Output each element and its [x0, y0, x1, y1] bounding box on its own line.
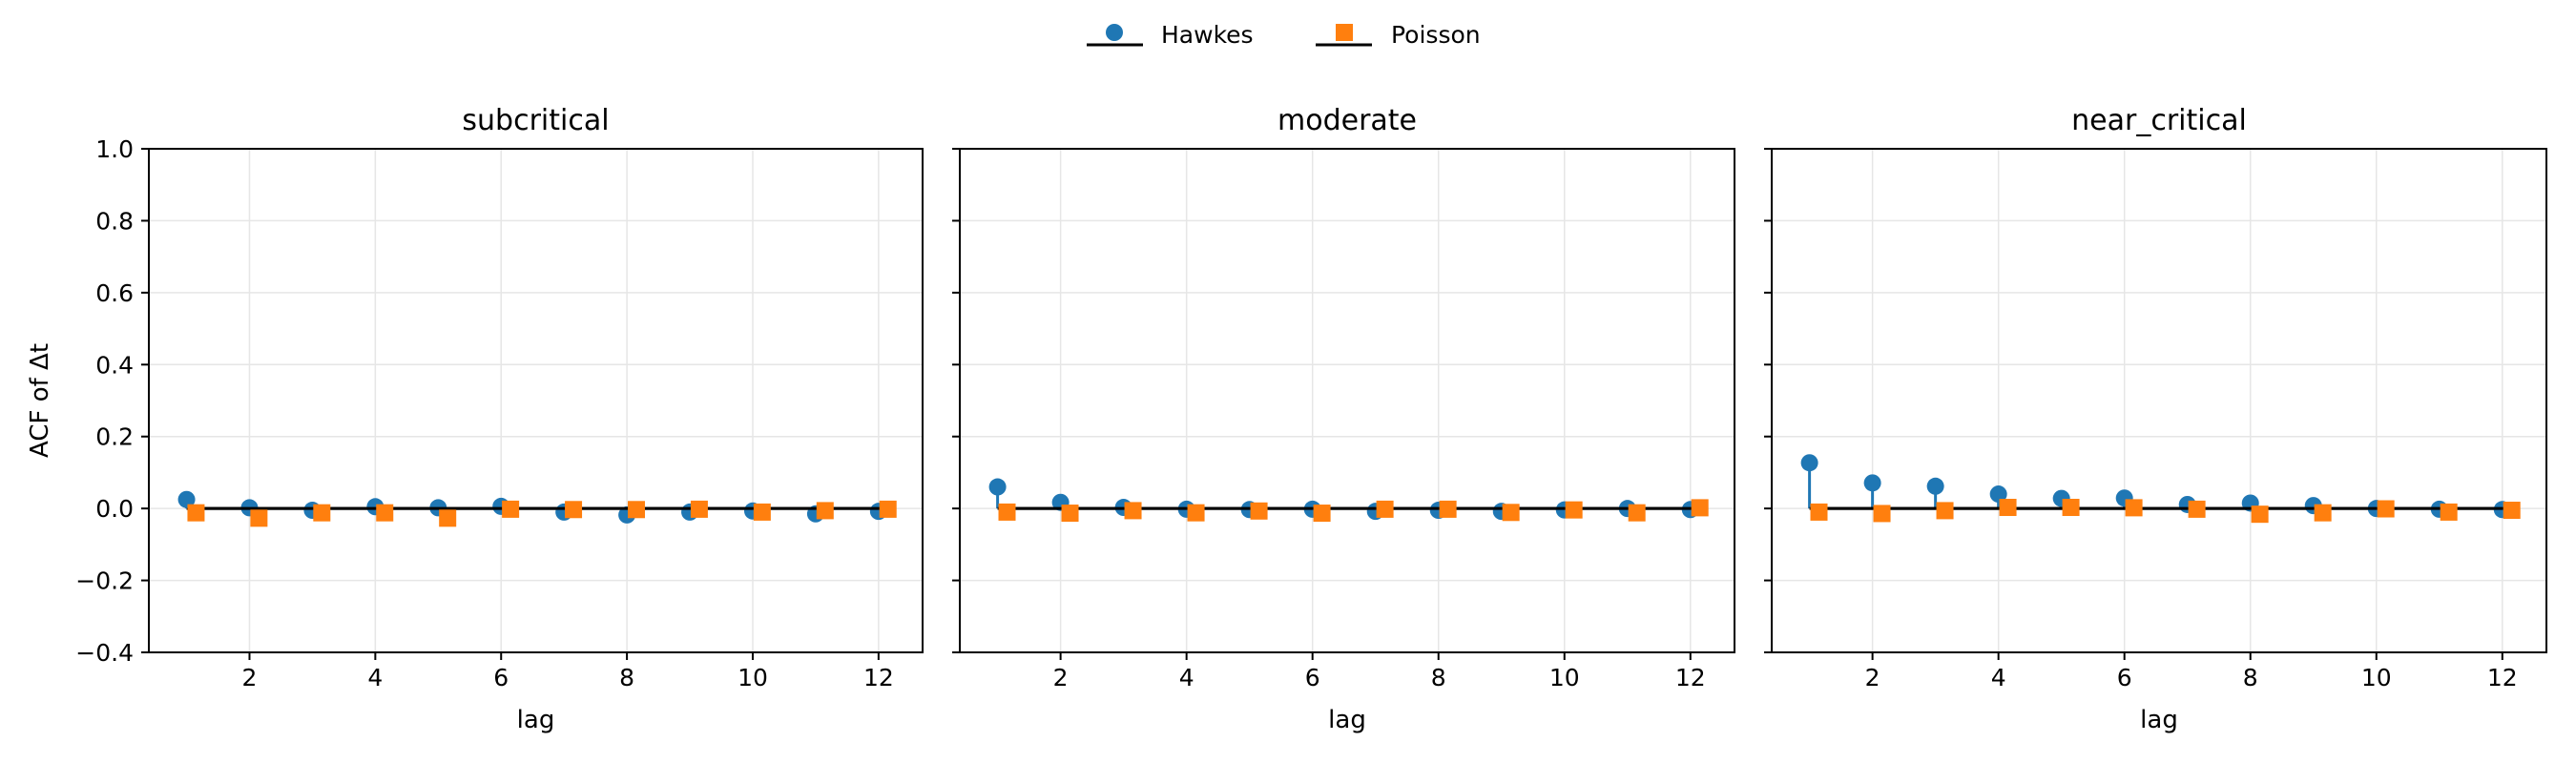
series-poisson	[998, 499, 1709, 523]
x-tick-label: 4	[1991, 664, 2006, 691]
marker-poisson-lag-4	[1187, 504, 1205, 522]
marker-poisson-lag-5	[1250, 502, 1268, 520]
marker-poisson-lag-8	[2251, 505, 2269, 524]
y-axis-label: ACF of Δt	[26, 343, 54, 458]
marker-poisson-lag-3	[1936, 502, 1954, 520]
marker-hawkes-lag-1	[1800, 454, 1818, 472]
x-tick-label: 12	[2487, 664, 2518, 691]
marker-poisson-lag-12	[1691, 499, 1709, 517]
marker-poisson-lag-2	[1873, 505, 1891, 523]
x-tick-label: 6	[1305, 664, 1320, 691]
legend-poisson-marker	[1336, 24, 1353, 41]
subplot-title: moderate	[1278, 104, 1417, 137]
y-tick-label: −0.2	[75, 567, 134, 595]
legend-hawkes-marker	[1106, 24, 1123, 41]
x-axis-label: lag	[2140, 706, 2178, 734]
marker-hawkes-lag-4	[1989, 485, 2007, 504]
marker-poisson-lag-7	[565, 501, 583, 519]
marker-hawkes-lag-2	[1863, 474, 1881, 492]
marker-poisson-lag-12	[2503, 502, 2521, 520]
marker-poisson-lag-9	[690, 500, 708, 518]
marker-poisson-lag-3	[1124, 502, 1142, 520]
marker-hawkes-lag-1	[988, 478, 1007, 496]
marker-poisson-lag-2	[1061, 505, 1079, 523]
marker-poisson-lag-8	[627, 501, 645, 519]
marker-poisson-lag-10	[1565, 501, 1583, 519]
marker-poisson-lag-6	[1313, 505, 1331, 523]
y-tick-label: −0.4	[75, 639, 134, 667]
x-tick-label: 12	[1675, 664, 1706, 691]
subplot-subcritical: 2 4 6 8 10 12 −0.4 −0.2 0.0 0.2 0.4 0.6 0.8 1.0 subcri…	[26, 104, 924, 734]
subplots: 2 4 6 8 10 12 −0.4 −0.2 0.0 0.2 0.4 0.6 0.8 1.0 subcri…	[26, 104, 2547, 734]
subplot-title: subcritical	[462, 104, 609, 137]
series-poisson	[1810, 499, 2521, 524]
marker-poisson-lag-8	[1439, 500, 1457, 518]
y-tick-label: 0.8	[95, 207, 134, 235]
marker-poisson-lag-9	[2314, 504, 2332, 522]
x-tick-label: 4	[367, 664, 383, 691]
x-tick-label: 8	[2243, 664, 2258, 691]
x-tick-label: 6	[2117, 664, 2132, 691]
x-tick-label: 4	[1179, 664, 1195, 691]
plot-frame	[1771, 148, 2547, 653]
subplot-moderate: 2 4 6 8 10 12 moderate lag	[952, 104, 1735, 734]
x-axis-label: lag	[517, 706, 555, 734]
series-poisson	[187, 500, 897, 527]
marker-poisson-lag-11	[1628, 504, 1646, 522]
x-tick-label: 10	[1549, 664, 1580, 691]
marker-poisson-lag-10	[2377, 500, 2395, 518]
x-tick-label: 2	[1865, 664, 1880, 691]
subplot-title: near_critical	[2071, 104, 2247, 137]
plot-frame	[959, 148, 1735, 653]
legend-entry-hawkes: Hawkes	[1087, 21, 1254, 49]
marker-poisson-lag-12	[879, 500, 897, 518]
marker-poisson-lag-4	[1999, 499, 2017, 517]
plot-frame	[148, 148, 924, 653]
y-tick-label: 1.0	[95, 135, 134, 163]
x-tick-label: 6	[493, 664, 509, 691]
x-tick-label: 8	[619, 664, 634, 691]
x-tick-label: 10	[737, 664, 768, 691]
marker-poisson-lag-6	[2125, 499, 2143, 517]
marker-poisson-lag-4	[376, 504, 394, 522]
marker-poisson-lag-7	[2188, 500, 2206, 518]
marker-poisson-lag-5	[439, 509, 457, 527]
y-tick-label: 0.0	[95, 495, 134, 523]
legend: Hawkes Poisson	[1087, 21, 1481, 49]
marker-poisson-lag-1	[187, 504, 205, 522]
marker-poisson-lag-11	[816, 502, 834, 520]
marker-poisson-lag-9	[1502, 504, 1520, 522]
legend-poisson-label: Poisson	[1391, 21, 1481, 49]
marker-hawkes-lag-3	[1926, 477, 1944, 495]
marker-poisson-lag-2	[250, 509, 268, 527]
x-tick-label: 10	[2361, 664, 2392, 691]
legend-hawkes-label: Hawkes	[1161, 21, 1254, 49]
marker-poisson-lag-11	[2440, 503, 2458, 521]
marker-poisson-lag-1	[1810, 503, 1828, 521]
marker-poisson-lag-10	[753, 503, 771, 521]
x-axis-label: lag	[1328, 706, 1366, 734]
series-hawkes	[988, 478, 1699, 521]
x-tick-label: 12	[863, 664, 894, 691]
marker-poisson-lag-7	[1376, 500, 1394, 518]
y-tick-label: 0.4	[95, 351, 134, 379]
marker-poisson-lag-1	[998, 503, 1016, 521]
marker-hawkes-lag-1	[177, 490, 196, 508]
legend-entry-poisson: Poisson	[1316, 21, 1481, 49]
y-tick-label: 0.6	[95, 279, 134, 307]
marker-poisson-lag-5	[2062, 499, 2080, 517]
x-tick-label: 2	[1053, 664, 1069, 691]
marker-poisson-lag-6	[502, 500, 520, 518]
x-tick-label: 8	[1431, 664, 1446, 691]
y-tick-label: 0.2	[95, 423, 134, 451]
x-tick-label: 2	[242, 664, 258, 691]
marker-poisson-lag-3	[313, 504, 331, 522]
